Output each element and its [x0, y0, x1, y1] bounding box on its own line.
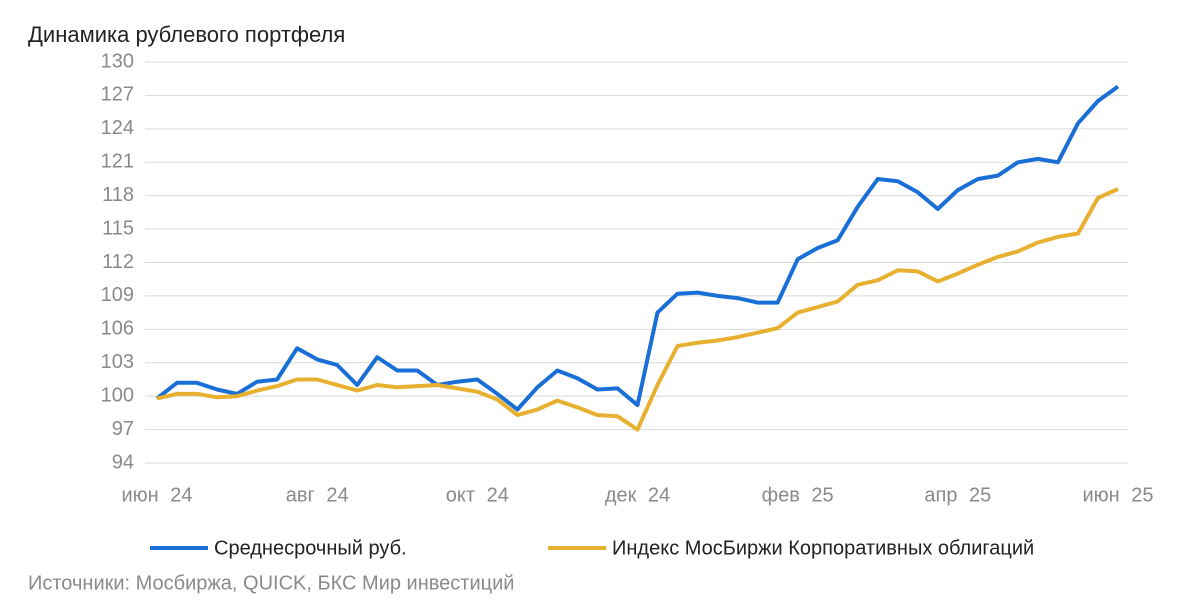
chart-title: Динамика рублевого портфеля	[28, 22, 345, 47]
y-tick-label: 106	[101, 318, 134, 340]
y-tick-label: 94	[112, 451, 134, 473]
y-tick-label: 130	[101, 50, 134, 72]
y-tick-label: 103	[101, 351, 134, 373]
x-tick-label: фев 25	[762, 484, 834, 506]
source-note: Источники: Мосбиржа, QUICK, БКС Мир инве…	[28, 572, 514, 594]
y-tick-label: 97	[112, 418, 134, 440]
series-line	[156, 187, 1119, 432]
y-tick-label: 100	[101, 384, 134, 406]
y-tick-label: 115	[102, 217, 134, 239]
y-tick-label: 109	[101, 284, 134, 306]
y-tick-label: 112	[102, 251, 134, 273]
legend-label: Среднесрочный руб.	[214, 537, 407, 559]
series-line	[155, 84, 1120, 412]
y-tick-label: 127	[101, 84, 134, 106]
y-tick-label: 118	[102, 184, 134, 206]
x-tick-label: апр 25	[924, 484, 991, 506]
y-tick-label: 124	[101, 117, 134, 139]
x-tick-label: окт 24	[446, 484, 509, 506]
legend-label: Индекс МосБиржи Корпоративных облигаций	[612, 537, 1034, 559]
x-tick-label: авг 24	[286, 484, 349, 506]
y-tick-label: 121	[101, 151, 134, 173]
x-tick-label: июн 24	[121, 484, 192, 506]
x-tick-label: дек 24	[605, 484, 670, 506]
x-tick-label: июн 25	[1082, 484, 1153, 506]
